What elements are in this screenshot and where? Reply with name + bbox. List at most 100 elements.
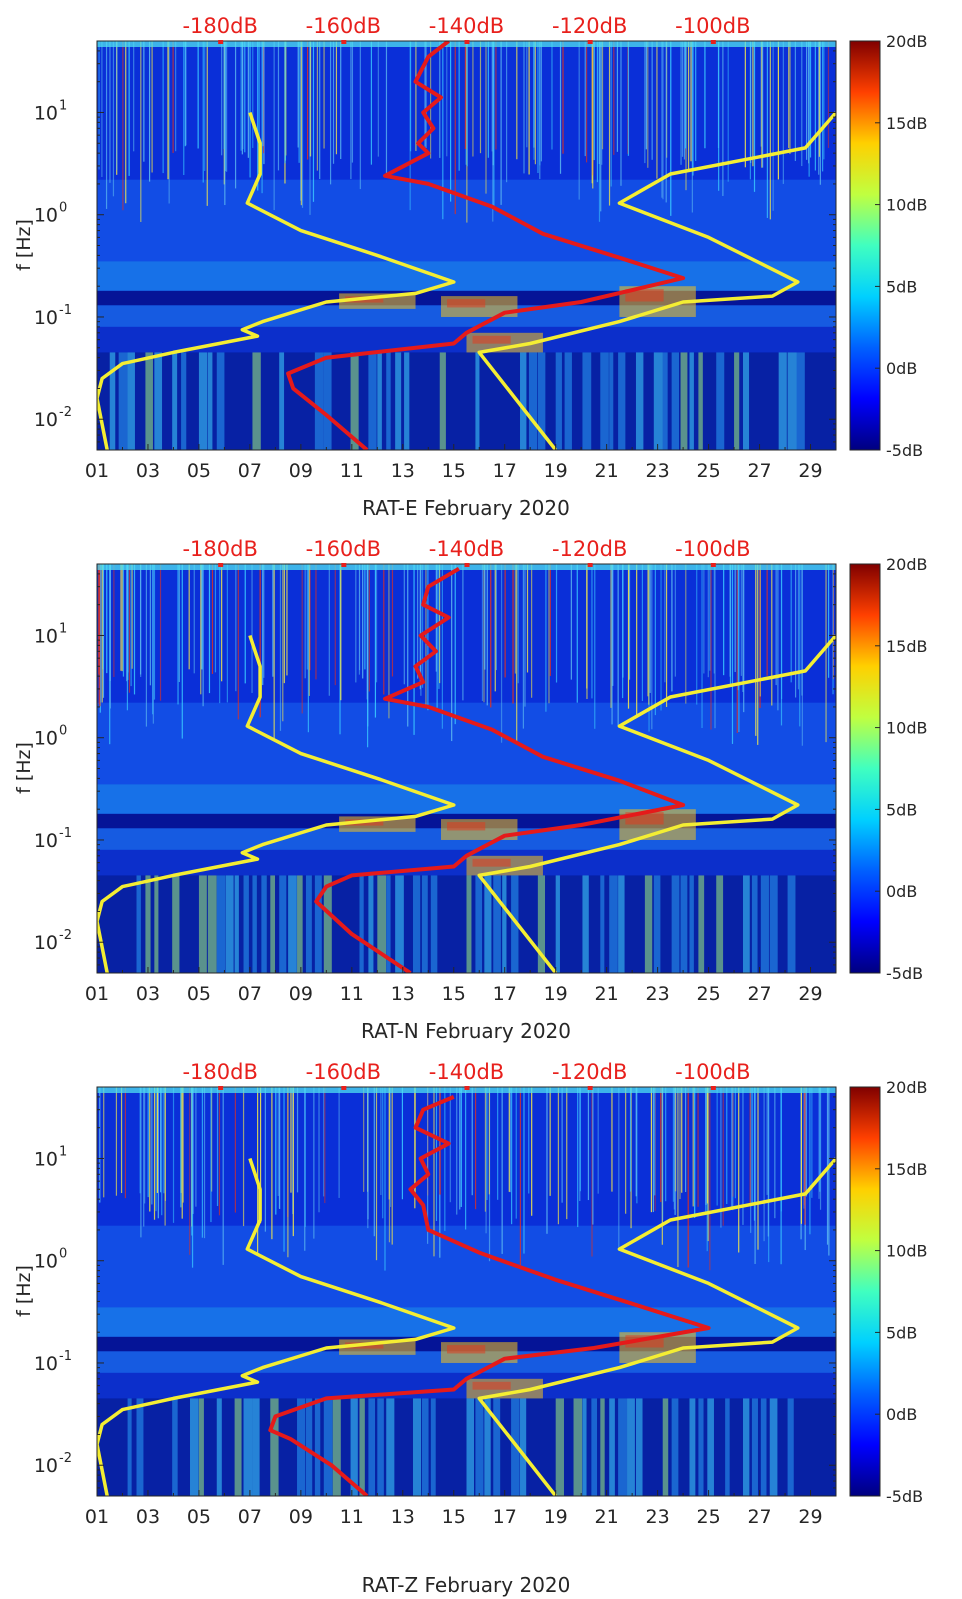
x-tick-label: 17 xyxy=(493,460,517,482)
spectrogram-streak xyxy=(306,41,309,160)
spectrogram-streak xyxy=(195,1087,197,1207)
spectrogram-streak xyxy=(133,41,135,152)
spectrogram-column xyxy=(725,1398,730,1496)
spectrogram-streak xyxy=(192,1087,194,1214)
spectrogram-column xyxy=(395,875,404,973)
spectrogram-streak xyxy=(277,1087,279,1196)
spectrogram-streak xyxy=(454,41,456,215)
spectrogram-streak xyxy=(587,1087,590,1201)
spectrogram-streak xyxy=(516,564,518,743)
spectrogram-streak xyxy=(264,1087,266,1232)
spectrogram-column xyxy=(368,875,374,973)
spectrogram-streak xyxy=(628,564,631,680)
spectrogram-streak xyxy=(272,564,274,677)
x-tick-label: 05 xyxy=(187,460,211,482)
spectrogram-streak xyxy=(627,564,630,709)
spectrogram-streak xyxy=(323,1087,325,1197)
spectrogram-streak xyxy=(827,564,830,678)
spectrogram-streak xyxy=(163,1087,165,1194)
spectrogram-streak xyxy=(534,41,536,165)
spectrogram-streak xyxy=(591,1087,593,1257)
x-tick-label: 23 xyxy=(646,1506,670,1528)
spectrogram-column xyxy=(404,352,410,450)
spectrogram-streak xyxy=(259,1087,262,1224)
spectrogram-streak xyxy=(710,564,712,730)
spectrogram-streak xyxy=(168,41,170,204)
spectrogram-streak xyxy=(152,564,154,715)
spectrogram-column xyxy=(760,1398,767,1496)
spectrogram-streak xyxy=(761,41,763,168)
spectrogram-streak xyxy=(391,564,394,677)
spectrogram-streak xyxy=(782,41,784,184)
spectrogram-streak xyxy=(523,1087,525,1254)
spectrogram-streak xyxy=(709,564,711,671)
spectrogram-column xyxy=(270,875,276,973)
spectrogram-streak xyxy=(561,1087,563,1203)
top-db-label: -180dB xyxy=(182,14,257,38)
spectrogram-streak xyxy=(684,1087,687,1192)
spectrogram-streak xyxy=(258,41,260,148)
spectrogram-streak xyxy=(191,1087,193,1236)
spectrogram-streak xyxy=(308,564,310,696)
spectrogram-streak xyxy=(296,1087,299,1193)
spectrogram-column xyxy=(145,875,151,973)
spectrogram-streak xyxy=(275,1087,277,1215)
spectrogram-streak xyxy=(809,1087,811,1235)
spectrogram-streak xyxy=(278,1087,280,1209)
spectrogram-streak xyxy=(221,41,223,156)
spectrogram-streak xyxy=(130,564,132,687)
spectrogram-streak xyxy=(722,1087,724,1226)
spectrogram-streak xyxy=(744,41,746,168)
colorbar-label: 5dB xyxy=(886,800,917,819)
top-db-label: -120dB xyxy=(552,14,627,38)
spectrogram-streak xyxy=(309,41,311,215)
spectrogram-hotspot xyxy=(447,299,486,308)
spectrogram-column xyxy=(207,875,217,973)
spectrogram-streak xyxy=(364,564,366,670)
spectrogram-streak xyxy=(818,1087,820,1199)
spectrogram-streak xyxy=(375,564,378,683)
spectrogram-streak xyxy=(545,564,547,712)
y-tick-label: 10 xyxy=(34,205,58,227)
spectrogram-streak xyxy=(202,564,204,707)
spectrogram-streak xyxy=(636,564,638,716)
spectrogram-streak xyxy=(738,1087,740,1253)
spectrogram-streak xyxy=(772,41,774,211)
spectrogram-column xyxy=(377,875,387,973)
spectrogram-column xyxy=(225,875,234,973)
noise-model-low-line xyxy=(97,1157,456,1496)
spectrogram-column xyxy=(305,1398,313,1496)
panel-rat-n: 01 03 05 07 09 11 13 15 17 19 21 23 25 27 29 10 110 010-… xyxy=(13,537,928,1043)
spectrogram-streak xyxy=(450,41,452,202)
spectrogram-column xyxy=(181,352,187,450)
colorbar-rat-n: 20dB 15dB 10dB 5dB 0dB -5dB xyxy=(849,555,928,983)
spectrogram-streak xyxy=(596,41,599,183)
spectrogram-streak xyxy=(673,1087,675,1210)
y-tick-label: 10 xyxy=(34,625,58,647)
spectrogram-column xyxy=(368,352,377,450)
spectrogram-streak xyxy=(608,41,611,206)
spectrogram-streak xyxy=(414,1087,416,1194)
spectrogram-column xyxy=(314,352,324,450)
spectrogram-streak xyxy=(306,564,308,670)
spectrogram-streak xyxy=(665,1087,667,1202)
spectrogram-column xyxy=(466,875,472,973)
site-noise-level-line xyxy=(268,1095,711,1496)
spectrogram-streak xyxy=(512,564,514,704)
spectrogram-streak xyxy=(497,1087,499,1200)
spectrogram-streak xyxy=(694,1087,696,1218)
spectrogram-streak xyxy=(145,564,148,727)
spectrogram-streak xyxy=(533,41,535,160)
spectrogram-streak xyxy=(307,564,309,733)
spectrogram-streak xyxy=(487,41,489,158)
x-tick-label: 25 xyxy=(696,983,720,1005)
spectrogram-streak xyxy=(181,564,183,739)
spectrogram-streak xyxy=(828,1087,830,1256)
spectrogram-streak xyxy=(100,564,102,703)
colorbar-rat-z: 20dB 15dB 10dB 5dB 0dB -5dB xyxy=(849,1078,928,1506)
spectrogram-streak xyxy=(766,1087,768,1195)
spectrogram-streak xyxy=(611,1087,613,1192)
spectrogram-column xyxy=(297,875,303,973)
spectrogram-streak xyxy=(438,564,440,689)
spectrogram-column xyxy=(600,352,609,450)
